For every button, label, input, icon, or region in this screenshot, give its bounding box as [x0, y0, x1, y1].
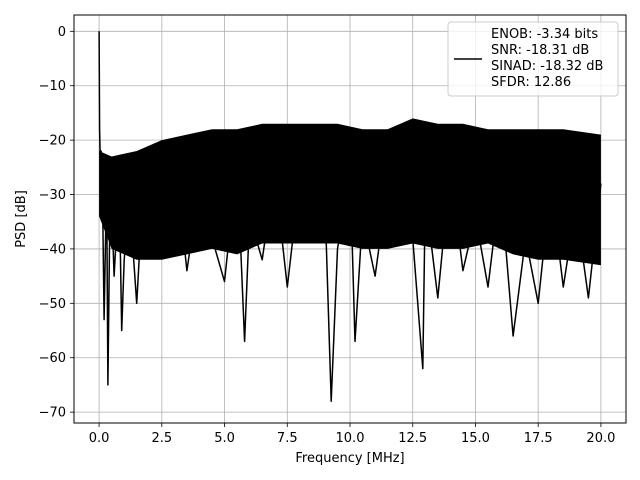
y-tick-label: −50 [39, 297, 66, 312]
x-tick-label: 2.5 [151, 431, 172, 446]
x-tick-label: 20.0 [586, 431, 615, 446]
legend-sinad: SINAD: -18.32 dB [491, 59, 603, 74]
legend: ENOB: -3.34 bits SNR: -18.31 dB SINAD: -… [447, 21, 619, 97]
legend-snr: SNR: -18.31 dB [491, 43, 589, 58]
y-tick-label: −60 [39, 351, 66, 366]
y-tick-label: −20 [39, 134, 66, 149]
x-tick-label: 12.5 [398, 431, 427, 446]
psd-line [98, 31, 602, 402]
y-tick-label: −10 [39, 79, 66, 94]
x-tick-label: 15.0 [461, 431, 490, 446]
x-axis-ticks: 0.0 2.5 5.0 7.5 10.0 12.5 15.0 17.5 20.0 [89, 423, 615, 446]
legend-enob: ENOB: -3.34 bits [491, 27, 598, 42]
y-axis-label: PSD [dB] [14, 190, 29, 248]
legend-box [447, 21, 619, 97]
y-tick-label: −70 [39, 406, 66, 421]
x-tick-label: 5.0 [214, 431, 235, 446]
x-axis-label: Frequency [MHz] [295, 451, 404, 466]
x-tick-label: 7.5 [277, 431, 298, 446]
y-tick-label: −30 [39, 188, 66, 203]
y-tick-label: −40 [39, 242, 66, 257]
psd-series [98, 31, 602, 402]
y-tick-label: 0 [58, 25, 66, 40]
x-tick-label: 17.5 [524, 431, 553, 446]
x-tick-label: 10.0 [336, 431, 365, 446]
y-axis-ticks: 0 −10 −20 −30 −40 −50 −60 −70 [39, 25, 74, 421]
x-tick-label: 0.0 [89, 431, 110, 446]
legend-sfdr: SFDR: 12.86 [491, 75, 571, 90]
